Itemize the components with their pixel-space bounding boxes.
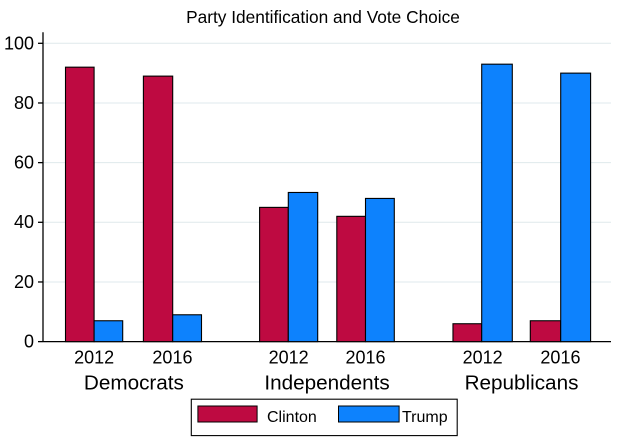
svg-text:Clinton: Clinton [267, 409, 317, 426]
svg-text:Republicans: Republicans [465, 371, 579, 394]
svg-text:60: 60 [14, 153, 34, 173]
svg-text:0: 0 [24, 332, 34, 352]
svg-text:20: 20 [14, 272, 34, 292]
svg-text:2012: 2012 [269, 348, 309, 368]
svg-text:2016: 2016 [152, 348, 192, 368]
svg-text:2016: 2016 [540, 348, 580, 368]
svg-text:100: 100 [4, 33, 34, 53]
svg-text:40: 40 [14, 212, 34, 232]
svg-text:2012: 2012 [74, 348, 114, 368]
svg-text:Democrats: Democrats [84, 371, 184, 394]
svg-text:Independents: Independents [264, 371, 389, 394]
svg-text:Trump: Trump [402, 409, 448, 426]
svg-text:80: 80 [14, 93, 34, 113]
svg-text:2016: 2016 [346, 348, 386, 368]
svg-text:Party Identification and Vote: Party Identification and Vote Choice [186, 7, 460, 27]
svg-text:2012: 2012 [463, 348, 503, 368]
